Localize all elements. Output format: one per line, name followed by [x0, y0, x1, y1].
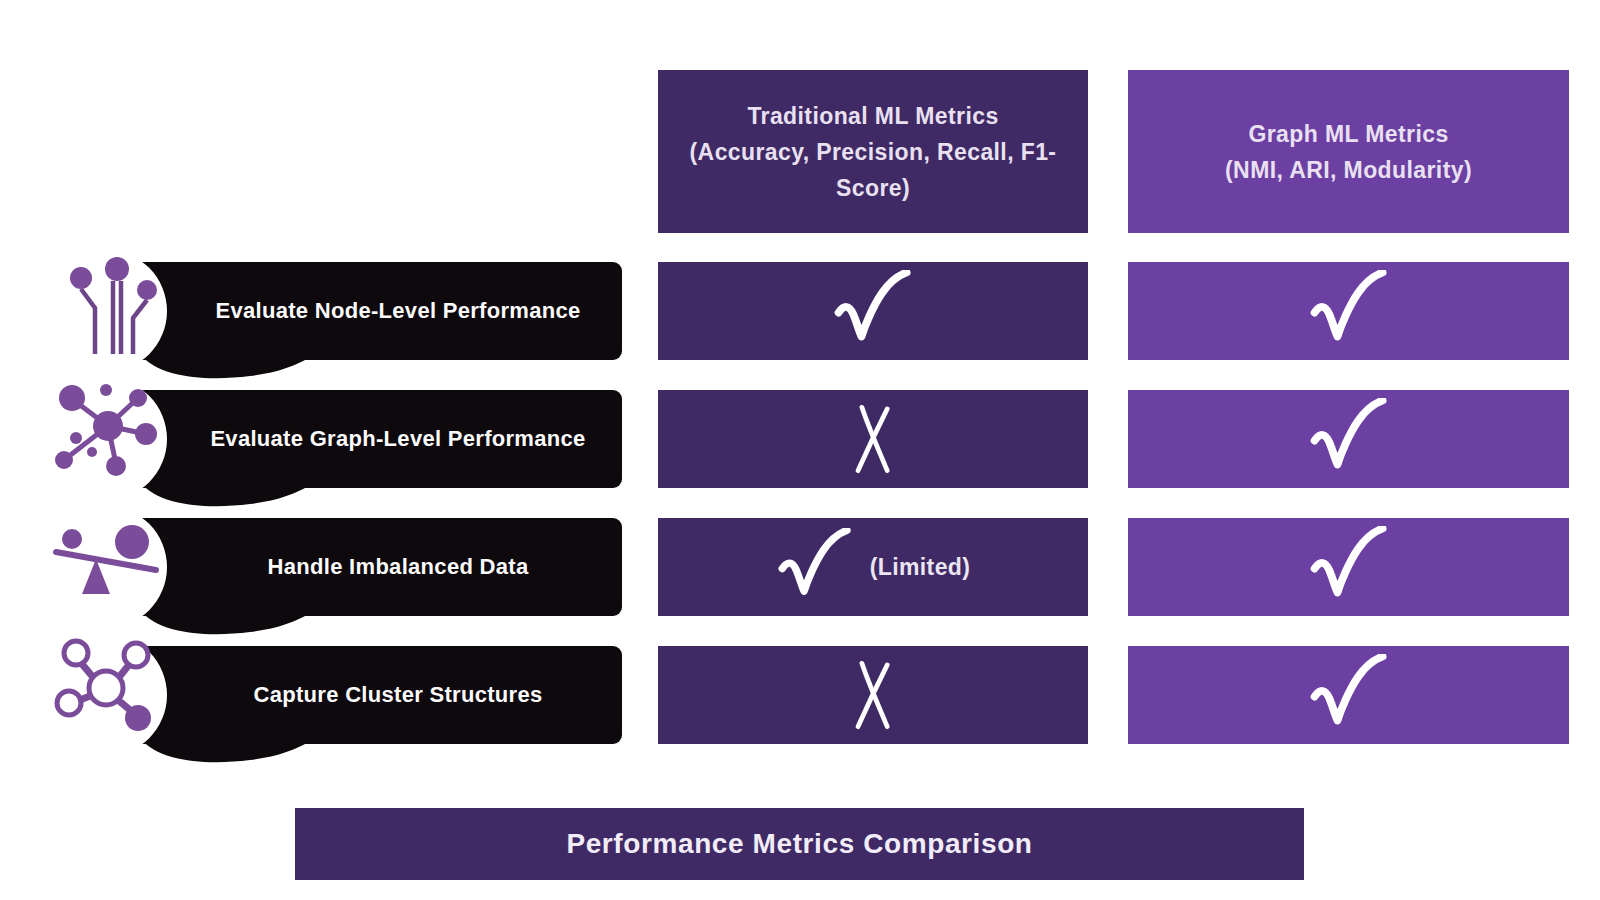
column-header-traditional: Traditional ML Metrics (Accuracy, Precis… [658, 70, 1088, 233]
cell-node-level-traditional [658, 262, 1088, 360]
column-title: Graph ML Metrics [1248, 116, 1448, 152]
check-icon [1308, 398, 1390, 480]
row-label-text: Handle Imbalanced Data [100, 518, 622, 616]
cell-graph-level-traditional [658, 390, 1088, 488]
column-header-graph: Graph ML Metrics (NMI, ARI, Modularity) [1128, 70, 1569, 233]
cell-imbalanced-graph [1128, 518, 1569, 616]
check-icon [1308, 654, 1390, 736]
cell-note: (Limited) [870, 554, 971, 581]
row-label-text: Capture Cluster Structures [100, 646, 622, 744]
comparison-infographic: Traditional ML Metrics (Accuracy, Precis… [0, 0, 1600, 900]
check-icon [1308, 526, 1390, 608]
row-label-cluster: Capture Cluster Structures [40, 626, 622, 776]
row-label-text: Evaluate Graph-Level Performance [100, 390, 622, 488]
column-subtitle: (NMI, ARI, Modularity) [1199, 152, 1498, 188]
column-subtitle: (Accuracy, Precision, Recall, F1-Score) [658, 134, 1088, 206]
cell-graph-level-graph [1128, 390, 1569, 488]
cell-cluster-graph [1128, 646, 1569, 744]
column-title: Traditional ML Metrics [747, 98, 998, 134]
check-icon [832, 270, 914, 352]
diagram-title-bar: Performance Metrics Comparison [295, 808, 1304, 880]
cell-imbalanced-traditional: (Limited) [658, 518, 1088, 616]
cell-node-level-graph [1128, 262, 1569, 360]
check-icon [1308, 270, 1390, 352]
cross-icon [847, 401, 899, 477]
row-label-text: Evaluate Node-Level Performance [100, 262, 622, 360]
diagram-title: Performance Metrics Comparison [566, 828, 1032, 860]
cell-cluster-traditional [658, 646, 1088, 744]
cross-icon [847, 657, 899, 733]
check-icon [776, 528, 854, 606]
